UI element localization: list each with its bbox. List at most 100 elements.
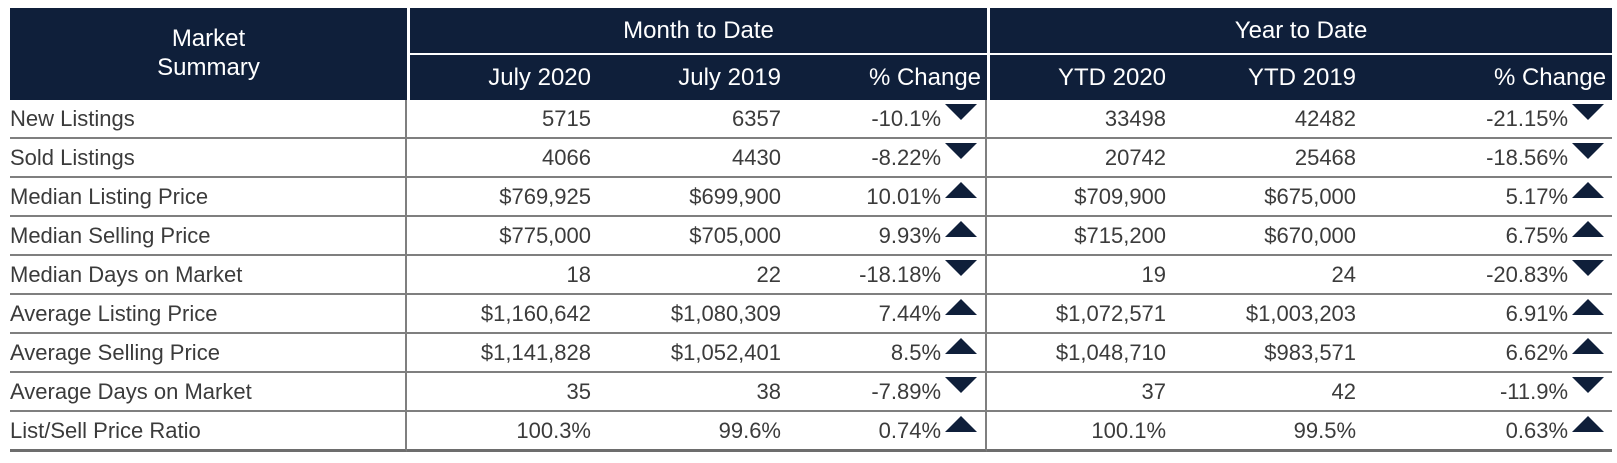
cell-july-2020-value: 4066 bbox=[542, 144, 591, 170]
cell-mtd-change: -10.1% bbox=[787, 100, 988, 139]
cell-mtd-change-value: -8.22% bbox=[871, 144, 942, 170]
row-label-value: Average Listing Price bbox=[10, 300, 218, 326]
cell-ytd-2019: $1,003,203 bbox=[1172, 295, 1363, 334]
down-arrow-icon bbox=[1572, 103, 1605, 120]
up-arrow-icon bbox=[1572, 415, 1605, 432]
cell-ytd-change: -20.83% bbox=[1362, 256, 1613, 295]
cell-july-2020: 5715 bbox=[407, 100, 597, 139]
cell-ytd-2020: 37 bbox=[987, 373, 1173, 412]
cell-mtd-change-value: 0.74% bbox=[878, 417, 942, 443]
cell-ytd-2019: $675,000 bbox=[1172, 178, 1363, 217]
cell-july-2020: 4066 bbox=[407, 139, 597, 178]
cell-ytd-2020-value: $1,048,710 bbox=[1055, 339, 1167, 365]
table-row: New Listings 5715 6357 -10.1% 33498 42482 -21.… bbox=[10, 100, 1613, 139]
cell-ytd-2019: 42482 bbox=[1172, 100, 1363, 139]
cell-ytd-2020-value: 37 bbox=[1141, 378, 1167, 404]
cell-ytd-2020: 100.1% bbox=[987, 412, 1173, 452]
cell-ytd-change: 0.63% bbox=[1362, 412, 1613, 452]
cell-july-2019-value: $1,052,401 bbox=[670, 339, 781, 365]
cell-july-2019-value: $699,900 bbox=[689, 183, 781, 209]
table-row: Median Selling Price $775,000 $705,000 9.93… bbox=[10, 217, 1613, 256]
cell-ytd-2019-value: 99.5% bbox=[1293, 417, 1357, 443]
cell-ytd-change: 6.75% bbox=[1362, 217, 1613, 256]
cell-mtd-change: 0.74% bbox=[787, 412, 988, 452]
table-row: Median Days on Market 18 22 -18.18% 19 24 -20.… bbox=[10, 256, 1613, 295]
cell-ytd-2019-value: 42482 bbox=[1294, 105, 1357, 131]
row-label: List/Sell Price Ratio bbox=[10, 412, 407, 452]
header-col-ytd-change: % Change bbox=[1362, 53, 1613, 100]
cell-july-2020-value: 18 bbox=[566, 261, 591, 287]
cell-mtd-change-value: -7.89% bbox=[871, 378, 942, 404]
row-label: Sold Listings bbox=[10, 139, 407, 178]
table-row: Median Listing Price $769,925 $699,900 10.0… bbox=[10, 178, 1613, 217]
up-arrow-icon bbox=[945, 415, 978, 432]
table-row: Average Days on Market 35 38 -7.89% 37 42 -11.… bbox=[10, 373, 1613, 412]
cell-mtd-change-value: 8.5% bbox=[890, 339, 942, 365]
cell-ytd-change: 6.62% bbox=[1362, 334, 1613, 373]
header-col-mtd-change: % Change bbox=[787, 53, 988, 100]
cell-mtd-change: 8.5% bbox=[787, 334, 988, 373]
table-row: Average Listing Price $1,160,642 $1,080,30… bbox=[10, 295, 1613, 334]
cell-mtd-change-value: 7.44% bbox=[878, 300, 942, 326]
cell-july-2019-value: 38 bbox=[756, 378, 781, 404]
row-label: Average Days on Market bbox=[10, 373, 407, 412]
cell-july-2019-value: 6357 bbox=[732, 105, 781, 131]
cell-mtd-change-value: 9.93% bbox=[878, 222, 942, 248]
cell-mtd-change: 10.01% bbox=[787, 178, 988, 217]
cell-ytd-2020: 19 bbox=[987, 256, 1173, 295]
cell-ytd-2020-value: 20742 bbox=[1104, 144, 1167, 170]
cell-july-2020: 35 bbox=[407, 373, 597, 412]
cell-ytd-2019: 25468 bbox=[1172, 139, 1363, 178]
row-label: Average Listing Price bbox=[10, 295, 407, 334]
cell-ytd-2020: $1,072,571 bbox=[987, 295, 1173, 334]
header-col-ytd-2020: YTD 2020 bbox=[987, 53, 1173, 100]
header-row-columns: Summary July 2020 July 2019 % Change YTD… bbox=[10, 53, 1613, 100]
cell-ytd-2020: 33498 bbox=[987, 100, 1173, 139]
cell-ytd-change-value: -20.83% bbox=[1486, 261, 1569, 287]
cell-july-2020: 100.3% bbox=[407, 412, 597, 452]
table-body: New Listings 5715 6357 -10.1% 33498 42482 -21.… bbox=[10, 100, 1613, 452]
cell-ytd-change-value: 5.17% bbox=[1505, 183, 1569, 209]
cell-july-2019: 99.6% bbox=[597, 412, 787, 452]
up-arrow-icon bbox=[945, 298, 978, 315]
cell-july-2019: 4430 bbox=[597, 139, 787, 178]
row-label: Average Selling Price bbox=[10, 334, 407, 373]
cell-ytd-change-value: -18.56% bbox=[1486, 144, 1569, 170]
row-label-value: Sold Listings bbox=[10, 144, 135, 170]
cell-ytd-change: 6.91% bbox=[1362, 295, 1613, 334]
cell-mtd-change-value: 10.01% bbox=[866, 183, 942, 209]
cell-ytd-change-value: 6.75% bbox=[1505, 222, 1569, 248]
header-col-july-2020: July 2020 bbox=[407, 53, 597, 100]
row-label-value: New Listings bbox=[10, 105, 135, 131]
header-col-ytd-2019: YTD 2019 bbox=[1172, 53, 1363, 100]
down-arrow-icon bbox=[1572, 376, 1605, 393]
cell-ytd-2019-value: 42 bbox=[1331, 378, 1357, 404]
row-label-value: Average Selling Price bbox=[10, 339, 220, 365]
cell-ytd-2019: 99.5% bbox=[1172, 412, 1363, 452]
cell-july-2019-value: $1,080,309 bbox=[670, 300, 781, 326]
cell-july-2019-value: 22 bbox=[756, 261, 781, 287]
cell-ytd-change-value: 0.63% bbox=[1505, 417, 1569, 443]
cell-ytd-change: -21.15% bbox=[1362, 100, 1613, 139]
down-arrow-icon bbox=[945, 259, 978, 276]
cell-mtd-change: -7.89% bbox=[787, 373, 988, 412]
cell-ytd-change-value: 6.62% bbox=[1505, 339, 1569, 365]
cell-ytd-2020-value: $715,200 bbox=[1074, 222, 1167, 248]
cell-ytd-change: -11.9% bbox=[1362, 373, 1613, 412]
row-label: Median Days on Market bbox=[10, 256, 407, 295]
cell-ytd-2020: 20742 bbox=[987, 139, 1173, 178]
down-arrow-icon bbox=[1572, 259, 1605, 276]
cell-ytd-2019-value: 25468 bbox=[1294, 144, 1357, 170]
cell-july-2019-value: 99.6% bbox=[718, 417, 781, 443]
up-arrow-icon bbox=[1572, 220, 1605, 237]
cell-ytd-2020-value: $1,072,571 bbox=[1055, 300, 1167, 326]
down-arrow-icon bbox=[945, 376, 978, 393]
header-market: Market bbox=[10, 8, 407, 53]
cell-ytd-2019: $670,000 bbox=[1172, 217, 1363, 256]
table-row: Average Selling Price $1,141,828 $1,052,40… bbox=[10, 334, 1613, 373]
cell-mtd-change-value: -18.18% bbox=[859, 261, 942, 287]
cell-ytd-2020-value: 19 bbox=[1141, 261, 1167, 287]
cell-ytd-2020: $709,900 bbox=[987, 178, 1173, 217]
cell-ytd-2020-value: $709,900 bbox=[1074, 183, 1167, 209]
down-arrow-icon bbox=[1572, 142, 1605, 159]
